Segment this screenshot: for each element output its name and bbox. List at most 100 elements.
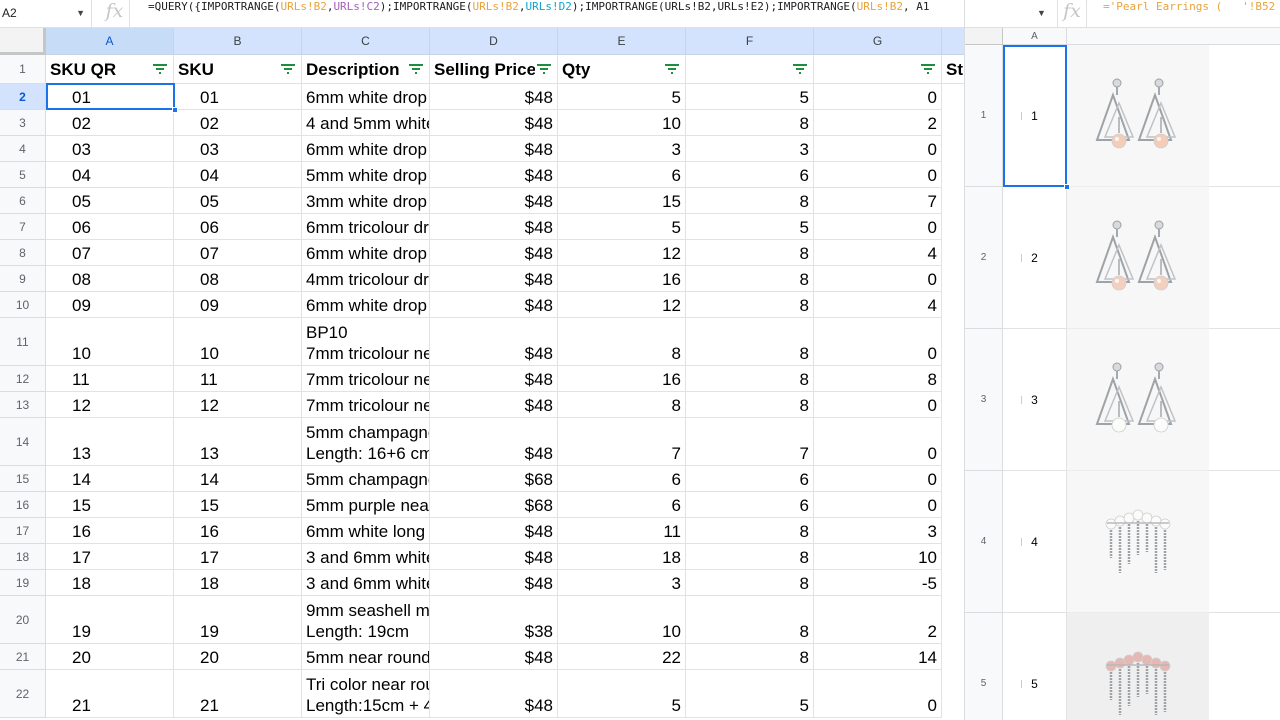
row-header[interactable]: 3	[0, 110, 46, 136]
sku-cell[interactable]: 05	[174, 188, 302, 214]
sku-qr-cell[interactable]: 18	[46, 570, 174, 596]
sku-qr-cell[interactable]: 13	[46, 418, 174, 466]
header-cell[interactable]: SKU QR	[46, 55, 174, 84]
description-cell[interactable]: 4mm tricolour dr	[302, 266, 430, 292]
column-header-b[interactable]: B	[174, 28, 302, 55]
stock-cell[interactable]: 0	[814, 162, 942, 188]
row-header[interactable]: 19	[0, 570, 46, 596]
sku-qr-cell[interactable]: 21	[46, 670, 174, 718]
stock-cell[interactable]: 0	[814, 418, 942, 466]
sku-cell[interactable]: 04	[174, 162, 302, 188]
chevron-down-icon[interactable]: ▼	[1037, 8, 1046, 18]
row-header[interactable]: 6	[0, 188, 46, 214]
sku-qr-cell[interactable]: 14	[46, 466, 174, 492]
empty-cell[interactable]	[1209, 329, 1280, 471]
stock-cell[interactable]: 10	[814, 544, 942, 570]
qty-cell[interactable]: 6	[558, 492, 686, 518]
sku-cell[interactable]: 21	[174, 670, 302, 718]
price-cell[interactable]: $48	[430, 392, 558, 418]
qty-cell[interactable]: 5	[558, 670, 686, 718]
price-cell[interactable]: $48	[430, 266, 558, 292]
value-cell[interactable]: 3	[1003, 329, 1067, 471]
empty-cell[interactable]	[1209, 187, 1280, 329]
value-cell-f[interactable]: 5	[686, 670, 814, 718]
column-header-e[interactable]: E	[558, 28, 686, 55]
sku-cell[interactable]: 18	[174, 570, 302, 596]
stock-cell[interactable]: 4	[814, 240, 942, 266]
row-header[interactable]: 11	[0, 318, 46, 366]
description-cell[interactable]: 3 and 6mm white	[302, 570, 430, 596]
formula-input-2[interactable]: ='Pearl Earrings ( '!B52	[1103, 0, 1280, 27]
header-cell[interactable]: Description	[302, 55, 430, 84]
row-header[interactable]: 2	[965, 187, 1003, 329]
sku-cell[interactable]: 07	[174, 240, 302, 266]
column-header-d[interactable]: D	[430, 28, 558, 55]
sku-qr-cell[interactable]: 20	[46, 644, 174, 670]
value-cell-f[interactable]: 8	[686, 644, 814, 670]
description-cell[interactable]: 5mm purple nea	[302, 492, 430, 518]
description-cell[interactable]: Tri color near rou Length:15cm + 4	[302, 670, 430, 718]
stock-cell[interactable]: 14	[814, 644, 942, 670]
sku-cell[interactable]: 03	[174, 136, 302, 162]
stock-cell[interactable]: 0	[814, 392, 942, 418]
value-cell-f[interactable]: 5	[686, 214, 814, 240]
price-cell[interactable]: $48	[430, 188, 558, 214]
filter-icon[interactable]	[791, 61, 809, 77]
sku-cell[interactable]: 10	[174, 318, 302, 366]
description-cell[interactable]: BP10 7mm tricolour ne	[302, 318, 430, 366]
empty-cell[interactable]	[1209, 45, 1280, 187]
value-cell[interactable]: 4	[1003, 471, 1067, 613]
price-cell[interactable]: $48	[430, 84, 558, 110]
qty-cell[interactable]: 18	[558, 544, 686, 570]
row-header[interactable]: 3	[965, 329, 1003, 471]
row-header[interactable]: 14	[0, 418, 46, 466]
price-cell[interactable]: $48	[430, 318, 558, 366]
column-header-a[interactable]: A	[1003, 28, 1067, 45]
select-all-corner[interactable]	[965, 28, 1003, 45]
price-cell[interactable]: $48	[430, 544, 558, 570]
empty-cell[interactable]	[1209, 471, 1280, 613]
stock-cell[interactable]: 0	[814, 266, 942, 292]
filter-icon[interactable]	[279, 61, 297, 77]
sku-qr-cell[interactable]: 09	[46, 292, 174, 318]
stock-cell[interactable]: 0	[814, 466, 942, 492]
sku-cell[interactable]: 06	[174, 214, 302, 240]
price-cell[interactable]: $48	[430, 366, 558, 392]
qty-cell[interactable]: 12	[558, 292, 686, 318]
description-cell[interactable]: 5mm champagne Length: 16+6 cm	[302, 418, 430, 466]
column-header-a[interactable]: A	[46, 28, 174, 55]
qty-cell[interactable]: 6	[558, 162, 686, 188]
sku-qr-cell[interactable]: 04	[46, 162, 174, 188]
row-header[interactable]: 1	[965, 45, 1003, 187]
description-cell[interactable]: 6mm white drop	[302, 240, 430, 266]
stock-cell[interactable]: 0	[814, 214, 942, 240]
description-cell[interactable]: 9mm seashell m Length: 19cm	[302, 596, 430, 644]
header-cell[interactable]	[814, 55, 942, 84]
description-cell[interactable]: 3mm white drop	[302, 188, 430, 214]
qty-cell[interactable]: 22	[558, 644, 686, 670]
description-cell[interactable]: 6mm white drop	[302, 136, 430, 162]
sku-cell[interactable]: 08	[174, 266, 302, 292]
price-cell[interactable]: $68	[430, 492, 558, 518]
value-cell-f[interactable]: 8	[686, 110, 814, 136]
value-cell-f[interactable]: 5	[686, 84, 814, 110]
filter-icon[interactable]	[663, 61, 681, 77]
sku-qr-cell[interactable]: 11	[46, 366, 174, 392]
qty-cell[interactable]: 16	[558, 366, 686, 392]
value-cell-f[interactable]: 8	[686, 518, 814, 544]
header-cell[interactable]	[686, 55, 814, 84]
description-cell[interactable]: 7mm tricolour ne	[302, 392, 430, 418]
row-header[interactable]: 16	[0, 492, 46, 518]
value-cell[interactable]: 2	[1003, 187, 1067, 329]
price-cell[interactable]: $38	[430, 596, 558, 644]
sku-qr-cell[interactable]: 19	[46, 596, 174, 644]
sku-cell[interactable]: 19	[174, 596, 302, 644]
row-header[interactable]: 5	[965, 613, 1003, 720]
stock-cell[interactable]: 2	[814, 596, 942, 644]
sku-qr-cell[interactable]: 17	[46, 544, 174, 570]
row-header[interactable]: 21	[0, 644, 46, 670]
stock-cell[interactable]: 0	[814, 84, 942, 110]
value-cell-f[interactable]: 7	[686, 418, 814, 466]
chevron-down-icon[interactable]: ▼	[76, 8, 85, 18]
row-header[interactable]: 20	[0, 596, 46, 644]
